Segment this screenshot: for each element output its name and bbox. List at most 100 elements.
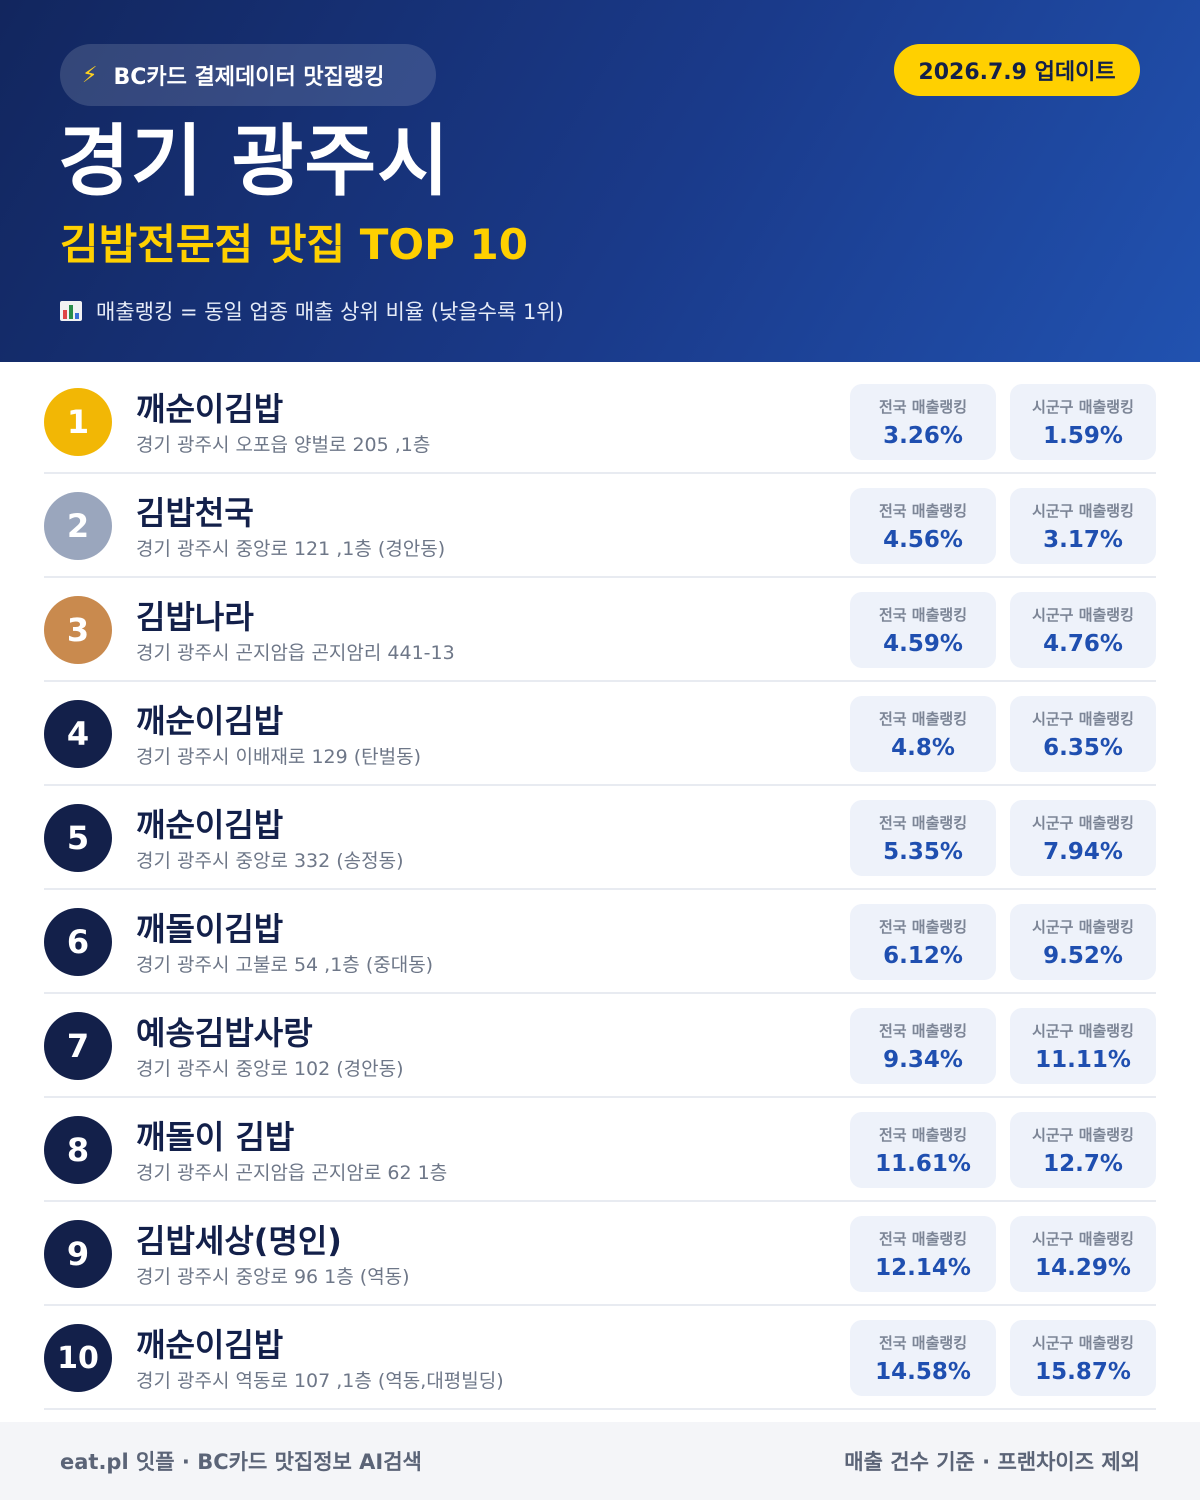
local-ranking-value: 7.94%: [1043, 838, 1123, 865]
list-item[interactable]: 3 김밥나라 경기 광주시 곤지암읍 곤지암리 441-13 전국 매출랭킹 4…: [44, 578, 1156, 682]
rank-badge: 4: [44, 700, 112, 768]
local-ranking: 시군구 매출랭킹 6.35%: [1010, 696, 1156, 772]
national-ranking-label: 전국 매출랭킹: [878, 605, 968, 624]
national-ranking: 전국 매출랭킹 9.34%: [850, 1008, 996, 1084]
national-ranking-value: 5.35%: [883, 838, 963, 865]
national-ranking: 전국 매출랭킹 6.12%: [850, 904, 996, 980]
restaurant-address: 경기 광주시 곤지암읍 곤지암로 62 1층: [136, 1162, 448, 1184]
local-ranking: 시군구 매출랭킹 1.59%: [1010, 384, 1156, 460]
brand-label: BC카드 결제데이터 맛집랭킹: [113, 65, 385, 90]
rank-badge: 1: [44, 388, 112, 456]
list-item[interactable]: 6 깨돌이김밥 경기 광주시 고불로 54 ,1층 (중대동) 전국 매출랭킹 …: [44, 890, 1156, 994]
restaurant-address: 경기 광주시 이배재로 129 (탄벌동): [136, 746, 422, 768]
national-ranking-label: 전국 매출랭킹: [878, 1333, 968, 1352]
local-ranking-label: 시군구 매출랭킹: [1032, 1229, 1134, 1248]
rank-badge: 3: [44, 596, 112, 664]
national-ranking-value: 11.61%: [875, 1150, 971, 1177]
local-ranking-label: 시군구 매출랭킹: [1032, 1021, 1134, 1040]
list-item[interactable]: 5 깨순이김밥 경기 광주시 중앙로 332 (송정동) 전국 매출랭킹 5.3…: [44, 786, 1156, 890]
footer-note: 매출 건수 기준 · 프랜차이즈 제외: [844, 1450, 1140, 1474]
national-ranking-value: 3.26%: [883, 422, 963, 449]
national-ranking-value: 4.8%: [891, 734, 955, 761]
national-ranking-label: 전국 매출랭킹: [878, 1125, 968, 1144]
restaurant-name: 깨순이김밥: [136, 806, 284, 844]
local-ranking: 시군구 매출랭킹 14.29%: [1010, 1216, 1156, 1292]
local-ranking-value: 4.76%: [1043, 630, 1123, 657]
restaurant-name: 예송김밥사랑: [136, 1014, 313, 1052]
list-item[interactable]: 7 예송김밥사랑 경기 광주시 중앙로 102 (경안동) 전국 매출랭킹 9.…: [44, 994, 1156, 1098]
restaurant-name: 김밥나라: [136, 598, 254, 636]
restaurant-name: 깨순이김밥: [136, 702, 284, 740]
rank-badge: 7: [44, 1012, 112, 1080]
rank-badge: 2: [44, 492, 112, 560]
rank-badge: 10: [44, 1324, 112, 1392]
list-item[interactable]: 4 깨순이김밥 경기 광주시 이배재로 129 (탄벌동) 전국 매출랭킹 4.…: [44, 682, 1156, 786]
local-ranking-value: 12.7%: [1043, 1150, 1123, 1177]
local-ranking: 시군구 매출랭킹 4.76%: [1010, 592, 1156, 668]
national-ranking-value: 9.34%: [883, 1046, 963, 1073]
footer-source: eat.pl 잇플 · BC카드 맛집정보 AI검색: [60, 1450, 422, 1474]
local-ranking-label: 시군구 매출랭킹: [1032, 1125, 1134, 1144]
national-ranking: 전국 매출랭킹 5.35%: [850, 800, 996, 876]
local-ranking-label: 시군구 매출랭킹: [1032, 605, 1134, 624]
restaurant-name: 깨돌이 김밥: [136, 1118, 295, 1156]
local-ranking-value: 11.11%: [1035, 1046, 1131, 1073]
national-ranking: 전국 매출랭킹 4.8%: [850, 696, 996, 772]
local-ranking-label: 시군구 매출랭킹: [1032, 709, 1134, 728]
restaurant-name: 김밥세상(명인): [136, 1222, 342, 1260]
list-item[interactable]: 8 깨돌이 김밥 경기 광주시 곤지암읍 곤지암로 62 1층 전국 매출랭킹 …: [44, 1098, 1156, 1202]
national-ranking-label: 전국 매출랭킹: [878, 397, 968, 416]
national-ranking-value: 14.58%: [875, 1358, 971, 1385]
national-ranking-label: 전국 매출랭킹: [878, 917, 968, 936]
rank-badge: 5: [44, 804, 112, 872]
brand-badge: ⚡ BC카드 결제데이터 맛집랭킹: [60, 44, 436, 106]
rank-badge: 6: [44, 908, 112, 976]
restaurant-address: 경기 광주시 중앙로 332 (송정동): [136, 850, 404, 872]
local-ranking-label: 시군구 매출랭킹: [1032, 397, 1134, 416]
national-ranking: 전국 매출랭킹 14.58%: [850, 1320, 996, 1396]
restaurant-name: 깨돌이김밥: [136, 910, 284, 948]
national-ranking-value: 4.56%: [883, 526, 963, 553]
list-item[interactable]: 10 깨순이김밥 경기 광주시 역동로 107 ,1층 (역동,대평빌딩) 전국…: [44, 1306, 1156, 1410]
local-ranking-value: 6.35%: [1043, 734, 1123, 761]
local-ranking: 시군구 매출랭킹 12.7%: [1010, 1112, 1156, 1188]
restaurant-address: 경기 광주시 중앙로 102 (경안동): [136, 1058, 404, 1080]
national-ranking: 전국 매출랭킹 12.14%: [850, 1216, 996, 1292]
restaurant-address: 경기 광주시 중앙로 121 ,1층 (경안동): [136, 538, 446, 560]
national-ranking-label: 전국 매출랭킹: [878, 813, 968, 832]
national-ranking: 전국 매출랭킹 3.26%: [850, 384, 996, 460]
list-item[interactable]: 1 깨순이김밥 경기 광주시 오포읍 양벌로 205 ,1층 전국 매출랭킹 3…: [44, 370, 1156, 474]
rank-badge: 8: [44, 1116, 112, 1184]
national-ranking: 전국 매출랭킹 4.59%: [850, 592, 996, 668]
national-ranking-label: 전국 매출랭킹: [878, 1229, 968, 1248]
local-ranking: 시군구 매출랭킹 7.94%: [1010, 800, 1156, 876]
local-ranking-label: 시군구 매출랭킹: [1032, 917, 1134, 936]
national-ranking: 전국 매출랭킹 4.56%: [850, 488, 996, 564]
restaurant-address: 경기 광주시 오포읍 양벌로 205 ,1층: [136, 434, 431, 456]
national-ranking-value: 4.59%: [883, 630, 963, 657]
list-item[interactable]: 9 김밥세상(명인) 경기 광주시 중앙로 96 1층 (역동) 전국 매출랭킹…: [44, 1202, 1156, 1306]
local-ranking-label: 시군구 매출랭킹: [1032, 1333, 1134, 1352]
national-ranking-value: 12.14%: [875, 1254, 971, 1281]
restaurant-name: 깨순이김밥: [136, 1326, 284, 1364]
national-ranking-label: 전국 매출랭킹: [878, 501, 968, 520]
restaurant-address: 경기 광주시 곤지암읍 곤지암리 441-13: [136, 642, 455, 664]
ranking-legend: 매출랭킹 = 동일 업종 매출 상위 비율 (낮을수록 1위): [60, 294, 564, 328]
restaurant-name: 김밥천국: [136, 494, 254, 532]
restaurant-address: 경기 광주시 중앙로 96 1층 (역동): [136, 1266, 410, 1288]
lightning-icon: ⚡: [82, 62, 98, 88]
region-title: 경기 광주시: [58, 117, 450, 207]
restaurant-address: 경기 광주시 역동로 107 ,1층 (역동,대평빌딩): [136, 1370, 504, 1392]
category-title: 김밥전문점 맛집 TOP 10: [60, 220, 528, 269]
legend-text: 매출랭킹 = 동일 업종 매출 상위 비율 (낮을수록 1위): [96, 300, 564, 324]
local-ranking-label: 시군구 매출랭킹: [1032, 813, 1134, 832]
rank-badge: 9: [44, 1220, 112, 1288]
national-ranking-label: 전국 매출랭킹: [878, 1021, 968, 1040]
footer: eat.pl 잇플 · BC카드 맛집정보 AI검색 매출 건수 기준 · 프랜…: [0, 1422, 1200, 1500]
header-banner: ⚡ BC카드 결제데이터 맛집랭킹 2026.7.9 업데이트 경기 광주시 김…: [0, 0, 1200, 362]
local-ranking: 시군구 매출랭킹 15.87%: [1010, 1320, 1156, 1396]
bar-chart-icon: [60, 301, 82, 321]
local-ranking: 시군구 매출랭킹 3.17%: [1010, 488, 1156, 564]
list-item[interactable]: 2 김밥천국 경기 광주시 중앙로 121 ,1층 (경안동) 전국 매출랭킹 …: [44, 474, 1156, 578]
local-ranking-value: 3.17%: [1043, 526, 1123, 553]
